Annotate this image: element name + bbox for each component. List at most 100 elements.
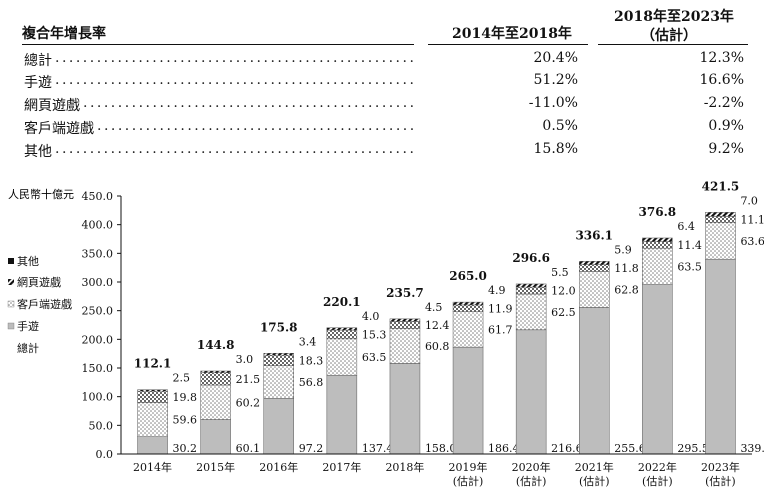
bar-segment <box>137 402 168 437</box>
bar-segment <box>705 216 736 223</box>
data-label: 7.0 <box>740 194 758 207</box>
bar-segment <box>200 372 231 386</box>
x-tick-label: 2014年 <box>133 460 172 474</box>
y-tick-label: 350.0 <box>82 247 114 260</box>
bar-segment <box>137 436 168 455</box>
bar-segment <box>263 398 294 455</box>
cagr-2014-2018-value: 51.2% <box>533 72 578 88</box>
y-tick-label: 50.0 <box>89 419 114 432</box>
x-axis: 2014年 2015年 2016年 2017年 2018年 2019年(估計)2020年(… <box>121 453 752 488</box>
total-label: 421.5 <box>702 180 740 193</box>
data-label: 137.4 <box>362 442 394 455</box>
cagr-row-label: 總計 <box>24 53 52 69</box>
bar-segment <box>515 293 547 331</box>
cagr-2014-2018-value: 20.4% <box>533 50 578 66</box>
bar-segment <box>326 329 358 340</box>
bar-segment <box>642 284 673 455</box>
data-label: 63.5 <box>362 351 387 364</box>
total-label: 336.1 <box>575 228 613 242</box>
data-label: 15.3 <box>362 328 387 341</box>
data-label: 59.6 <box>173 414 198 427</box>
dot-leader: ........................................… <box>55 50 414 66</box>
data-label: 4.0 <box>362 310 380 323</box>
total-label: 376.8 <box>639 205 677 219</box>
y-tick-label: 250.0 <box>82 305 114 318</box>
cagr-row-label: 網頁遊戲 <box>24 98 80 114</box>
y-axis: 0.0 50.0 100.0 150.0 200.0 250.0 300.0 350.0 400… <box>82 190 122 461</box>
legend-label: 總計 <box>17 341 39 355</box>
bar-segment <box>579 271 610 308</box>
data-label: 63.6 <box>740 235 764 248</box>
data-label: 61.7 <box>488 323 513 336</box>
bar-segment <box>642 241 673 249</box>
x-tick-label-note: (估計) <box>516 474 547 488</box>
cagr-row-label: 客戶端遊戲 <box>24 121 94 137</box>
y-tick-label: 100.0 <box>82 391 114 404</box>
cagr-2014-2018-value: 0.5% <box>542 118 578 134</box>
cagr-header-label: 複合年增長率 <box>22 26 106 42</box>
bar-segment <box>579 307 610 455</box>
bar-segment <box>389 363 421 455</box>
x-tick-label-note: (估計) <box>642 474 673 488</box>
data-label: 339.8 <box>740 442 764 455</box>
x-tick-label-note: (估計) <box>453 474 484 488</box>
data-label: 3.4 <box>299 335 317 348</box>
bar-segment <box>389 321 421 329</box>
y-tick-label: 200.0 <box>82 333 114 346</box>
cagr-2018-2023-value: 16.6% <box>699 72 744 88</box>
data-label: 5.9 <box>614 243 632 256</box>
cagr-row: ........................................… <box>0 50 764 72</box>
data-label: 11.8 <box>614 262 639 275</box>
legend-label: 網頁遊戲 <box>17 275 61 289</box>
data-label: 60.8 <box>425 340 450 353</box>
legend-label: 手遊 <box>17 319 39 333</box>
data-label: 60.1 <box>236 442 261 455</box>
bar-segment <box>452 346 484 455</box>
bar-segment <box>263 354 294 366</box>
dot-leader: ........................................… <box>97 118 414 134</box>
data-label: 63.5 <box>677 260 702 273</box>
data-label: 19.8 <box>173 391 198 404</box>
data-label: 11.9 <box>488 302 513 315</box>
legend-swatch <box>8 258 14 264</box>
y-tick-label: 450.0 <box>82 190 114 203</box>
cagr-row-label: 其他 <box>24 144 52 160</box>
bar-segment <box>326 327 358 331</box>
data-label: 60.2 <box>236 396 261 409</box>
cagr-2018-2023-value: 12.3% <box>699 50 744 66</box>
x-tick-label: 2021年 <box>575 460 614 474</box>
total-label: 296.6 <box>512 251 550 265</box>
bar-segment <box>389 318 421 322</box>
y-tick-label: 400.0 <box>82 219 114 232</box>
bar-segment <box>326 338 358 376</box>
data-label: 21.5 <box>236 373 261 386</box>
data-label: 18.3 <box>299 354 324 367</box>
x-tick-label: 2015年 <box>196 460 235 474</box>
data-label: 97.2 <box>299 442 324 455</box>
data-label: 62.5 <box>551 306 576 319</box>
bar-segment <box>515 329 547 455</box>
y-axis-title: 人民幣十億元 <box>8 187 74 201</box>
cagr-header-period1: 2014年至2018年 <box>452 26 572 42</box>
header-rule-period1 <box>428 44 588 45</box>
total-label: 144.8 <box>197 338 235 352</box>
total-label: 235.7 <box>386 286 424 300</box>
cagr-header-period2: 2018年至2023年 <box>614 9 734 25</box>
total-label: 265.0 <box>449 269 487 283</box>
dot-leader: ........................................… <box>55 141 414 157</box>
total-label: 220.1 <box>323 295 361 309</box>
x-tick-label: 2020年 <box>512 460 551 474</box>
cagr-row: ........................................… <box>0 118 764 140</box>
data-label: 56.8 <box>299 376 324 389</box>
bar-segment <box>326 374 358 455</box>
bar-segment <box>263 365 294 399</box>
bar-segment <box>515 283 547 288</box>
cagr-row: ........................................… <box>0 141 764 163</box>
bar-segment <box>515 286 547 295</box>
cagr-header-period2-note: （估計） <box>641 28 697 44</box>
data-label: 62.8 <box>614 283 639 296</box>
cagr-2018-2023-value: 0.9% <box>708 118 744 134</box>
legend-swatch <box>8 279 14 285</box>
